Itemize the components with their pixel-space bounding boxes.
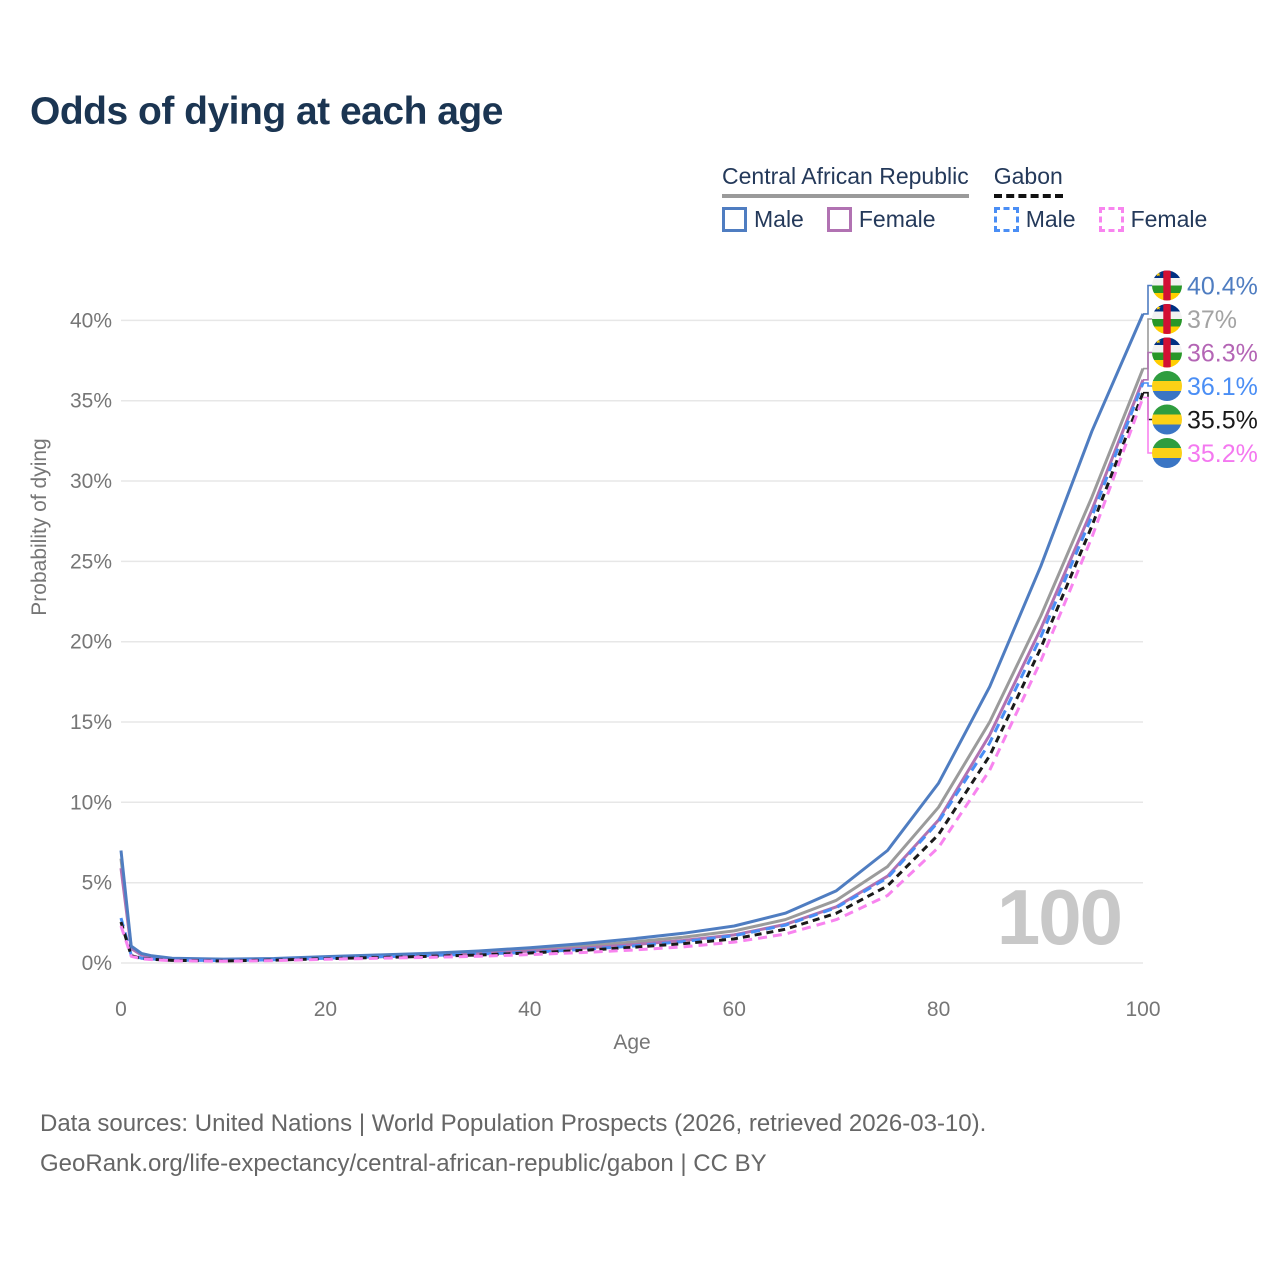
legend-item-label: Male <box>1025 206 1076 232</box>
legend-group-gabon: Gabon Male Female <box>993 163 1208 233</box>
legend: Central African Republic Male Female Gab… <box>722 163 1207 233</box>
legend-item-gabon-female[interactable]: Female <box>1098 206 1208 233</box>
y-tick-label: 10% <box>70 791 112 814</box>
end-label-value: 36.3% <box>1187 340 1258 368</box>
x-tick-label: 100 <box>1125 998 1160 1021</box>
x-tick-label: 0 <box>115 998 127 1021</box>
legend-group-title-gabon: Gabon <box>993 163 1063 198</box>
legend-item-car-female[interactable]: Female <box>826 206 936 233</box>
gabon-flag-icon <box>1152 438 1182 468</box>
y-tick-label: 5% <box>82 872 112 895</box>
car-male-swatch-icon <box>722 207 747 232</box>
age-counter-watermark: 100 <box>997 873 1121 961</box>
car-female-swatch-icon <box>826 207 852 232</box>
x-tick-label: 20 <box>314 998 337 1021</box>
gridlines <box>121 319 1143 964</box>
gabon-flag-icon <box>1152 371 1182 401</box>
series-line-gabon-female <box>119 396 1145 963</box>
end-labels: 40.4% 37% 36.3% 36.1% 35.5% 35.2% <box>1143 271 1258 468</box>
x-tick-label: 80 <box>927 998 950 1021</box>
series-line-car-all <box>119 368 1145 962</box>
series-line-car-female <box>119 379 1145 962</box>
y-axis-title: Probability of dying <box>28 438 51 615</box>
legend-group-title-car: Central African Republic <box>722 163 969 198</box>
gabon-female-swatch-icon <box>1098 207 1124 232</box>
legend-item-gabon-male[interactable]: Male <box>993 206 1076 233</box>
x-tick-label: 40 <box>518 998 541 1021</box>
gabon-male-swatch-icon <box>993 207 1019 232</box>
y-tick-label: 25% <box>70 550 112 573</box>
end-label-value: 37% <box>1187 306 1237 334</box>
y-tick-label: 40% <box>70 309 112 332</box>
y-tick-label: 15% <box>70 711 112 734</box>
end-label-value: 36.1% <box>1187 373 1258 401</box>
y-tick-label: 30% <box>70 470 112 493</box>
series-line-car-male <box>119 313 1145 961</box>
legend-item-car-male[interactable]: Male <box>722 206 804 233</box>
end-label-value: 40.4% <box>1187 273 1258 301</box>
y-tick-label: 0% <box>82 952 112 975</box>
axis-ticks: 0% 5% 10% 15% 20% 25% 30% 35% 40% 0 20 40 60 80 100 <box>70 309 1161 1021</box>
legend-item-label: Female <box>858 206 936 232</box>
x-tick-label: 60 <box>723 998 746 1021</box>
series-lines <box>119 313 1145 963</box>
end-label-value: 35.5% <box>1187 407 1258 435</box>
y-tick-label: 20% <box>70 631 112 654</box>
series-line-gabon-male <box>119 382 1145 963</box>
central-african-republic-flag-icon <box>1152 338 1182 368</box>
gabon-flag-icon <box>1152 405 1182 435</box>
page-title: Odds of dying at each age <box>30 90 503 133</box>
central-african-republic-flag-icon <box>1152 271 1182 301</box>
legend-item-label: Female <box>1130 206 1208 232</box>
legend-group-central-african-republic: Central African Republic Male Female <box>722 163 969 233</box>
legend-item-label: Male <box>754 206 804 232</box>
end-label-value: 35.2% <box>1187 440 1258 468</box>
y-tick-label: 35% <box>70 390 112 413</box>
central-african-republic-flag-icon <box>1152 304 1182 334</box>
attribution-line: GeoRank.org/life-expectancy/central-afri… <box>40 1150 767 1177</box>
footer: Data sources: United Nations | World Pop… <box>40 1104 986 1184</box>
x-axis-title: Age <box>613 1031 650 1054</box>
data-sources-line: Data sources: United Nations | World Pop… <box>40 1110 987 1137</box>
series-line-gabon-all <box>119 392 1145 963</box>
